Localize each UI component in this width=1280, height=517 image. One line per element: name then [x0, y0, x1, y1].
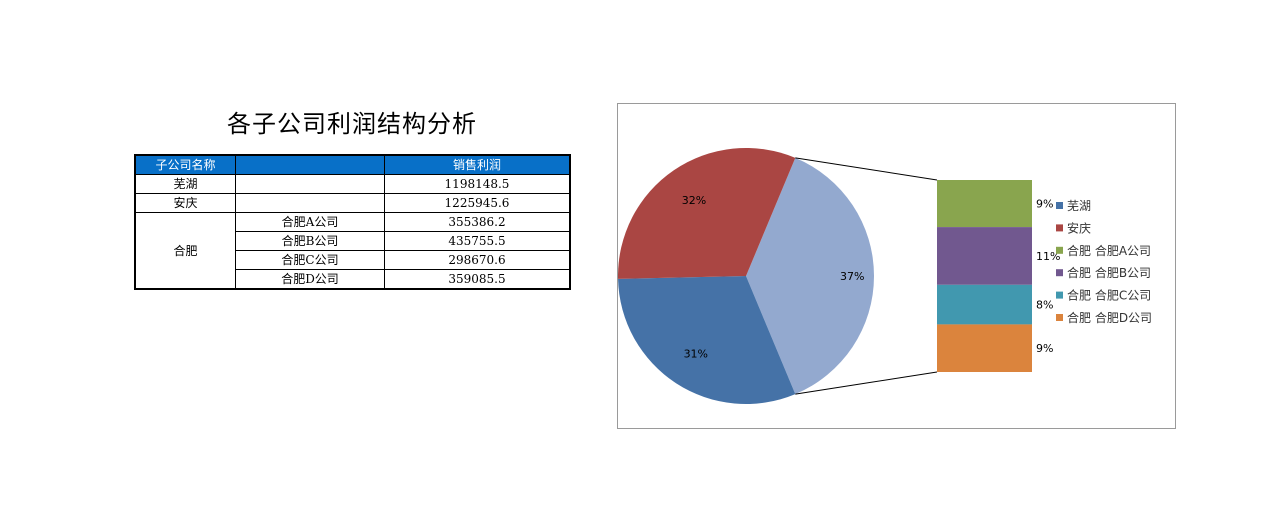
column-header: 子公司名称 — [134, 154, 236, 175]
pie-slice — [618, 276, 796, 405]
legend-swatch — [1056, 314, 1063, 321]
table-row: 合肥D公司 359085.5 — [135, 269, 571, 290]
bar-segment — [937, 227, 1032, 285]
profit-cell: 359085.5 — [384, 269, 571, 290]
profit-cell: 1225945.6 — [384, 193, 571, 213]
column-header: 销售利润 — [384, 154, 571, 175]
subsidiary-cell — [235, 193, 385, 213]
pie-slice — [617, 147, 796, 279]
bar-segment — [937, 284, 1032, 325]
company-name-cell: 芜湖 — [134, 174, 236, 194]
profit-cell: 435755.5 — [384, 231, 571, 251]
bar-segment — [937, 324, 1032, 372]
profit-cell: 298670.6 — [384, 250, 571, 270]
subsidiary-cell: 合肥A公司 — [235, 212, 385, 232]
legend-label: 合肥 合肥A公司 — [1067, 243, 1151, 258]
legend-label: 合肥 合肥C公司 — [1067, 288, 1151, 303]
bar-data-label: 9% — [1036, 198, 1053, 211]
legend-swatch — [1056, 291, 1063, 299]
legend-label: 芜湖 — [1067, 198, 1091, 213]
subsidiary-cell: 合肥C公司 — [235, 250, 385, 270]
profit-cell: 355386.2 — [384, 212, 571, 232]
connector-line — [795, 371, 938, 395]
table-header-row: 子公司名称 销售利润 — [134, 154, 571, 175]
bar-data-label: 11% — [1036, 250, 1060, 263]
legend-label: 安庆 — [1067, 220, 1091, 235]
subsidiary-cell — [235, 174, 385, 194]
pie-data-label: 31% — [684, 347, 708, 360]
legend-label: 合肥 合肥D公司 — [1067, 310, 1152, 325]
pie-slice — [746, 157, 875, 395]
subsidiary-cell: 合肥B公司 — [235, 231, 385, 251]
bar-data-label: 8% — [1036, 299, 1053, 312]
table-row: 安庆 1225945.6 — [134, 193, 571, 213]
company-name-cell: 安庆 — [134, 193, 236, 213]
profit-cell: 1198148.5 — [384, 174, 571, 194]
legend-swatch — [1056, 202, 1063, 209]
chart-area: 37% 31% 32% 9% 11% 8% 9% 芜湖安庆合肥 合肥A公司 合肥 合肥B公司 合肥… — [617, 103, 1176, 429]
legend-swatch — [1056, 269, 1063, 277]
legend-swatch — [1056, 246, 1063, 254]
profit-table: 子公司名称 销售利润 芜湖 1198148.5 安庆 1225945.6 合肥 … — [134, 154, 571, 290]
connector-line — [795, 157, 938, 181]
legend-label: 合肥 合肥B公司 — [1067, 265, 1151, 280]
table-row: 合肥C公司 298670.6 — [135, 250, 571, 270]
table-row: 芜湖 1198148.5 — [134, 174, 571, 194]
pie-data-label: 37% — [840, 270, 864, 283]
table-row: 合肥 合肥A公司 355386.2 — [134, 212, 571, 290]
company-name-cell: 合肥 — [134, 212, 236, 290]
legend-swatch — [1056, 224, 1063, 232]
page-title: 各子公司利润结构分析 — [227, 110, 477, 138]
column-header — [235, 154, 385, 175]
bar-segment — [937, 180, 1032, 228]
subsidiary-cell: 合肥D公司 — [235, 269, 385, 290]
bar-data-label: 9% — [1036, 342, 1053, 355]
pie-data-label: 32% — [682, 194, 706, 207]
